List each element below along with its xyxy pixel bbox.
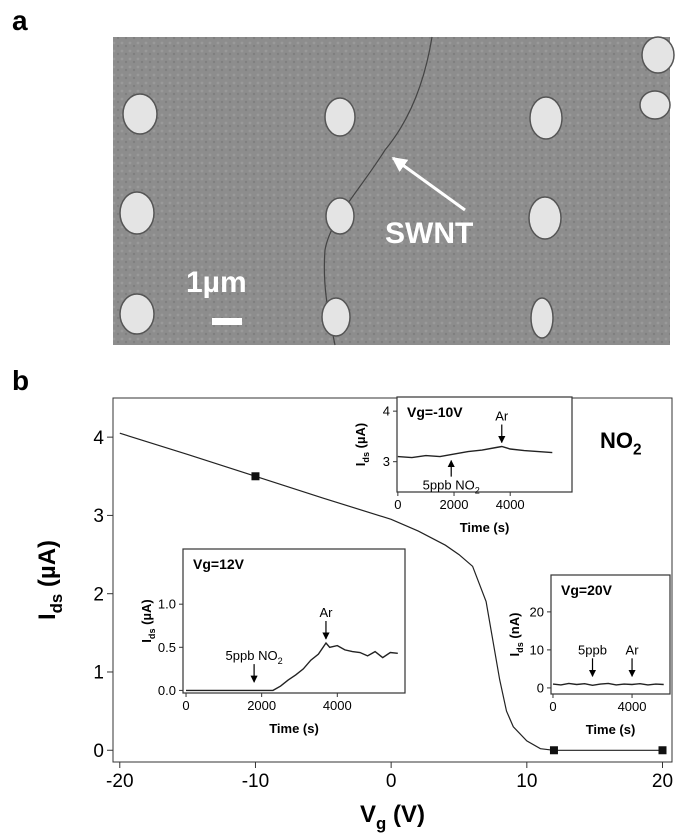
y-tick-label: 3 — [383, 454, 390, 469]
annotation: NO2 — [600, 428, 642, 459]
annotation-part: 5ppb NO — [226, 648, 278, 663]
y-tick-label: 2 — [93, 584, 104, 605]
x-tick-label: -10 — [242, 771, 269, 792]
data-line — [397, 445, 553, 459]
annotation: Ar — [626, 642, 640, 657]
y-axis-label-part: ds — [47, 594, 66, 614]
x-axis-label: Time (s) — [269, 721, 319, 736]
x-tick-label: 0 — [549, 699, 556, 714]
x-tick-label: 2000 — [440, 497, 469, 512]
point-marker — [658, 746, 667, 755]
y-tick-label: 4 — [383, 404, 390, 419]
y-tick-label: 0.0 — [158, 683, 176, 698]
annotation: 5ppb NO2 — [226, 648, 283, 666]
annotation-part: Ar — [319, 605, 333, 620]
inset-title: Vg=20V — [561, 582, 613, 598]
x-axis-label-part: g — [376, 814, 386, 833]
annotation-part: 2 — [633, 442, 642, 459]
x-axis-label: Time (s) — [460, 520, 510, 535]
y-axis-label: Ids (µA) — [353, 423, 371, 466]
y-axis-label-part: I — [507, 653, 522, 657]
annotation-part: Ar — [626, 642, 640, 657]
inset-title: Vg=12V — [193, 556, 245, 572]
data-line — [186, 641, 398, 692]
y-tick-label: 0.5 — [158, 640, 176, 655]
y-axis-label-part: (µA) — [34, 540, 61, 594]
y-axis-label-part: I — [34, 613, 61, 620]
plot-frame — [550, 574, 671, 695]
x-tick-label: 4000 — [618, 699, 647, 714]
y-tick-label: 0 — [537, 680, 544, 695]
x-axis-label-part: Time (s) — [586, 722, 636, 737]
point-marker — [549, 746, 558, 755]
inset-title: Vg=-10V — [407, 404, 463, 420]
plot-frame — [396, 396, 573, 493]
y-tick-label: 1.0 — [158, 597, 176, 612]
y-axis-label: Ids (µA) — [139, 599, 157, 642]
data-line — [552, 682, 664, 687]
x-tick-label: 0 — [182, 698, 189, 713]
y-axis-label-part: (µA) — [139, 599, 154, 628]
x-tick-label: 4000 — [496, 497, 525, 512]
micrograph — [113, 36, 675, 346]
y-axis-label-part: ds — [147, 628, 157, 639]
annotation-part: 5ppb NO — [423, 478, 475, 493]
x-axis-label-part: V — [360, 801, 376, 828]
scale-bar-label: 1µm — [186, 266, 247, 299]
y-axis-label: Ids (µA) — [34, 540, 66, 620]
x-axis-label: Vg (V) — [360, 801, 425, 833]
point-marker — [251, 472, 260, 481]
y-tick-label: 0 — [93, 741, 104, 762]
x-tick-label: 10 — [516, 771, 537, 792]
annotation-part: NO — [600, 428, 633, 453]
y-axis-label-part: (µA) — [353, 423, 368, 452]
x-tick-label: 20 — [652, 771, 673, 792]
plot-frame — [182, 548, 406, 694]
y-tick-label: 1 — [93, 663, 104, 684]
annotation: 5ppb — [578, 642, 607, 657]
y-axis-label-part: I — [353, 463, 368, 467]
x-tick-label: 0 — [386, 771, 397, 792]
y-axis-label-part: ds — [515, 642, 525, 653]
panel-label: a — [12, 5, 28, 36]
panel-label: b — [12, 365, 29, 396]
y-axis-label-part: (nA) — [507, 613, 522, 643]
annotation-part: 2 — [475, 486, 480, 496]
x-axis-label-part: (V) — [386, 801, 425, 828]
x-axis-label-part: Time (s) — [269, 721, 319, 736]
y-tick-label: 10 — [530, 642, 544, 657]
image-annotation: SWNT — [385, 217, 473, 250]
x-tick-label: -20 — [106, 771, 133, 792]
x-tick-label: 4000 — [323, 698, 352, 713]
x-tick-label: 2000 — [247, 698, 276, 713]
y-axis-label-part: I — [139, 639, 154, 643]
data-line — [119, 432, 663, 751]
y-tick-label: 20 — [530, 604, 544, 619]
annotation-part: Ar — [495, 409, 509, 424]
x-axis-label: Time (s) — [586, 722, 636, 737]
y-axis-label: Ids (nA) — [507, 613, 525, 657]
y-tick-label: 3 — [93, 506, 104, 527]
x-axis-label-part: Time (s) — [460, 520, 510, 535]
annotation: Ar — [319, 605, 333, 620]
annotation: Ar — [495, 409, 509, 424]
annotation: 5ppb NO2 — [423, 478, 480, 496]
y-tick-label: 4 — [93, 428, 104, 449]
annotation-part: 5ppb — [578, 642, 607, 657]
x-tick-label: 0 — [394, 497, 401, 512]
annotation-part: 2 — [278, 656, 283, 666]
y-axis-label-part: ds — [361, 452, 371, 463]
